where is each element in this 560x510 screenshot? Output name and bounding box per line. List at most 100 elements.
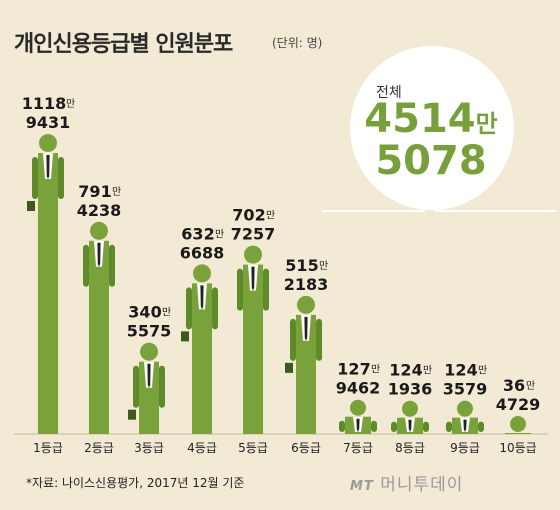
value-label-bottom: 7257	[231, 225, 276, 244]
briefcase-icon	[285, 362, 293, 373]
figure-arm-right	[316, 318, 322, 361]
figure-arm-left	[446, 421, 452, 432]
figure-head	[193, 264, 211, 283]
figure-bar-1	[27, 134, 64, 434]
category-label: 8등급	[395, 441, 425, 455]
figure-arm-right	[109, 244, 115, 287]
figure-bar-10	[505, 416, 531, 434]
value-label-unit: 만	[526, 380, 535, 392]
figure-tie	[97, 242, 101, 267]
value-label-top: 702	[232, 206, 265, 225]
figure-arm-right	[58, 157, 64, 199]
value-label-top: 127	[337, 360, 370, 379]
value-label-top: 36	[503, 376, 525, 395]
figure-head	[297, 295, 315, 314]
briefcase-icon	[181, 331, 189, 342]
figure-tie	[408, 419, 412, 432]
value-label-unit: 만	[66, 98, 75, 110]
value-label-unit: 만	[371, 364, 380, 376]
figure-head	[140, 342, 158, 361]
figure-body	[296, 314, 316, 434]
value-label-unit: 만	[266, 210, 275, 222]
value-label-unit: 만	[478, 365, 487, 377]
value-label-unit: 만	[423, 365, 432, 377]
figure-head	[39, 134, 57, 152]
total-top-number: 4514	[364, 96, 476, 142]
value-label-bottom: 4729	[496, 395, 541, 414]
figure-arm-left	[339, 420, 345, 432]
figure-tie	[356, 418, 360, 432]
category-label: 10등급	[499, 441, 536, 455]
total-bubble-circle	[350, 46, 514, 210]
figure-tie	[147, 363, 151, 388]
value-label-top: 1118	[22, 94, 67, 113]
figure-arm-right	[371, 420, 377, 432]
value-label-bottom: 3579	[443, 380, 488, 399]
figure-head	[457, 400, 473, 417]
briefcase-icon	[27, 201, 35, 211]
category-label: 4등급	[187, 441, 217, 455]
category-label: 9등급	[450, 441, 480, 455]
figure-tie	[251, 266, 255, 291]
briefcase-icon	[128, 409, 136, 420]
figure-tie	[463, 419, 467, 432]
figure-body	[243, 264, 263, 434]
figure-arm-left	[133, 365, 139, 408]
category-label: 6등급	[291, 441, 321, 455]
figure-arm-left	[186, 287, 192, 330]
source-note: *자료: 나이스신용평가, 2017년 12월 기준	[26, 476, 245, 490]
figure-arm-right	[159, 365, 165, 408]
figure-arm-left	[32, 157, 38, 199]
brand-name: 머니투데이	[380, 475, 464, 495]
figure-head	[510, 416, 526, 432]
figure-bar-5	[237, 245, 269, 434]
figure-tie	[304, 316, 308, 341]
figure-bar-6	[285, 295, 322, 434]
figure-bar-9	[446, 400, 484, 434]
figure-body	[192, 283, 212, 434]
figure-bar-4	[181, 264, 218, 434]
value-label-top: 340	[128, 303, 161, 322]
figure-tie	[46, 155, 50, 179]
figure-arm-right	[212, 287, 218, 330]
total-pointer-line	[322, 193, 556, 212]
figure-body	[89, 240, 109, 434]
brand-mt: MT	[350, 479, 374, 494]
value-label-bottom: 9431	[26, 113, 71, 132]
total-top-unit: 만	[475, 110, 498, 138]
value-label-unit: 만	[162, 307, 171, 319]
value-label-top: 124	[389, 361, 422, 380]
figure-body	[139, 361, 159, 434]
figure-head	[402, 400, 418, 417]
value-label-top: 632	[181, 224, 214, 243]
category-label: 7등급	[343, 441, 373, 455]
total-value-bottom: 5078	[375, 138, 487, 184]
figure-bar-2	[83, 221, 115, 434]
value-label-top: 124	[444, 361, 477, 380]
category-label: 1등급	[33, 441, 63, 455]
figure-head	[350, 399, 366, 416]
figure-body	[505, 433, 531, 434]
value-label-bottom: 4238	[77, 201, 122, 220]
figure-arm-left	[391, 421, 397, 432]
figure-arm-left	[83, 244, 89, 287]
brand-logo: MT 머니투데이	[350, 470, 463, 495]
figure-bar-8	[391, 400, 429, 434]
value-label-top: 791	[78, 182, 111, 201]
total-label: 전체	[376, 85, 402, 101]
figure-head	[244, 245, 262, 264]
value-label-top: 515	[285, 256, 318, 275]
figure-bar-7	[339, 399, 377, 434]
value-label-bottom: 9462	[336, 379, 381, 398]
value-label-unit: 만	[112, 186, 121, 198]
unit-label: (단위: 명)	[272, 36, 323, 50]
value-label-bottom: 2183	[284, 275, 329, 294]
figure-arm-right	[423, 421, 429, 432]
figure-arm-left	[237, 268, 243, 311]
value-label-bottom: 6688	[180, 243, 225, 262]
figure-body	[38, 153, 58, 434]
value-label-bottom: 5575	[127, 322, 172, 341]
value-label-unit: 만	[319, 260, 328, 272]
category-label: 2등급	[84, 441, 114, 455]
